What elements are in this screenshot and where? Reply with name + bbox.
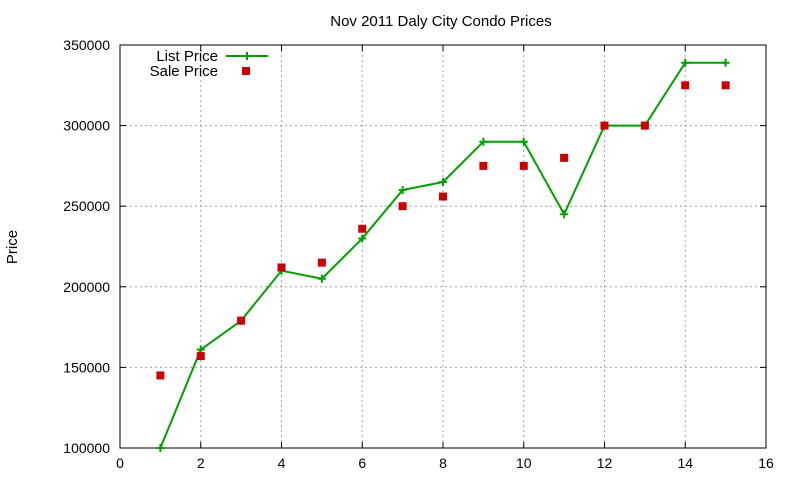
legend-label-sale-price: Sale Price [150,63,218,80]
list-price-point [681,58,690,67]
sale-price-point [640,121,649,130]
sale-price-point [196,352,205,361]
list-price-point [519,137,528,146]
legend-label-list-price: List Price [156,48,218,65]
sale-price-point [721,81,730,90]
y-tick-label: 100000 [63,440,110,456]
list-price-point [358,234,367,243]
x-tick-label: 0 [116,455,124,471]
list-price-point [560,210,569,219]
list-price-point [156,444,165,452]
sale-price-point [277,263,286,272]
y-tick-label: 200000 [63,279,110,295]
x-tick-label: 4 [278,455,286,471]
grid [120,45,766,448]
y-axis-label: Price [4,230,21,264]
x-tick-label: 6 [358,455,366,471]
sale-price-point [439,192,447,201]
y-tick-label: 350000 [63,37,110,53]
list-price-point [439,178,447,187]
x-tick-label: 12 [597,455,613,471]
legend: List Price Sale Price [150,48,268,80]
series [156,58,730,452]
y-tick-label: 300000 [63,118,110,134]
sale-price-point [681,81,690,90]
list-price-point [398,186,407,195]
legend-marker-sale-price [242,67,250,75]
sale-price-point [519,161,528,170]
sale-price-point [317,258,326,267]
y-tick-label: 250000 [63,198,110,214]
sale-price-point [358,224,367,233]
x-tick-label: 14 [677,455,693,471]
list-price-point [721,58,730,67]
x-tick-label: 16 [758,455,774,471]
y-tick-label: 150000 [63,359,110,375]
axis-ticks: 0 2 4 6 8 10 12 14 16 100000 150000 200000 250000 300… [63,37,774,471]
sale-price-point [156,371,165,380]
x-tick-label: 8 [439,455,447,471]
sale-price-point [600,121,609,130]
list-price-point [479,137,488,146]
list-price-point [317,274,326,283]
sale-price-point [560,153,569,162]
x-tick-label: 2 [197,455,205,471]
chart-title: Nov 2011 Daly City Condo Prices [330,13,551,30]
legend-marker-list-price [243,52,251,60]
sale-price-point [398,202,407,211]
x-tick-label: 10 [516,455,532,471]
sale-price-point [237,316,246,325]
sale-price-point [479,161,488,170]
